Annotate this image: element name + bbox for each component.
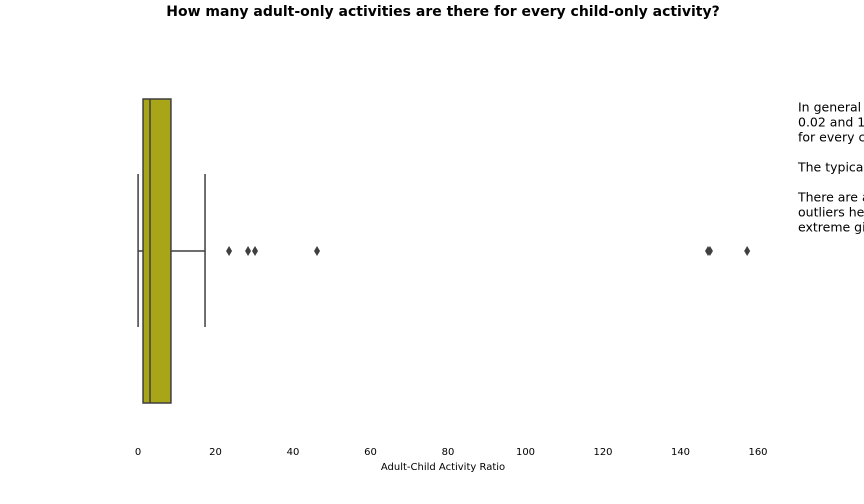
x-tick-label: 100	[516, 447, 535, 458]
outlier	[706, 246, 713, 256]
x-tick-label: 160	[748, 447, 767, 458]
outlier	[226, 246, 233, 256]
x-tick-label: 40	[287, 447, 300, 458]
outlier	[314, 246, 321, 256]
x-tick-label: 20	[209, 447, 222, 458]
annotation: 0.02 and 17	[798, 115, 864, 130]
x-tick-label: 120	[593, 447, 612, 458]
x-tick-label: 60	[364, 447, 377, 458]
outlier	[245, 246, 252, 256]
chart-title: How many adult-only activities are there…	[166, 4, 719, 20]
x-tick-label: 140	[671, 447, 690, 458]
outlier	[252, 246, 259, 256]
annotation: for every c	[798, 130, 864, 145]
x-tick-label: 0	[135, 447, 141, 458]
outlier	[744, 246, 751, 256]
x-tick-label: 80	[442, 447, 455, 458]
x-axis-label: Adult-Child Activity Ratio	[381, 462, 505, 473]
annotation: outliers her	[798, 205, 864, 220]
annotation: The typical	[797, 160, 864, 175]
annotation: There are a	[797, 190, 864, 205]
annotation: extreme gi	[798, 220, 864, 235]
box	[142, 98, 172, 404]
annotation: In general t	[798, 100, 864, 115]
